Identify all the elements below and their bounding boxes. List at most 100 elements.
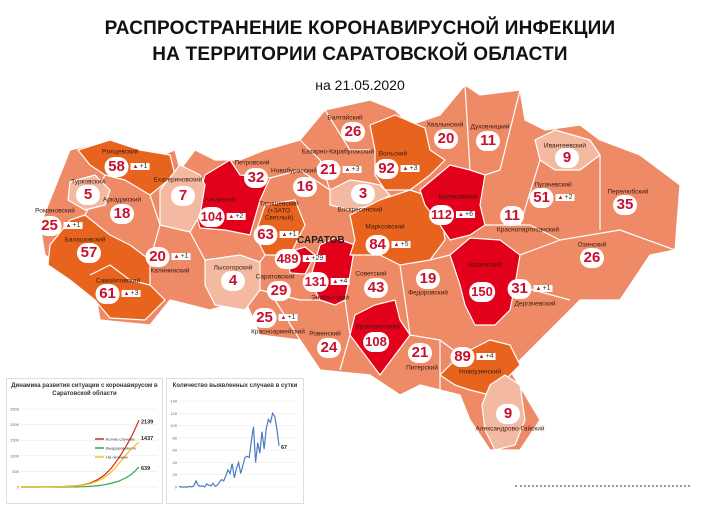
- region-marker: 131+4: [302, 272, 350, 292]
- case-count: 20: [145, 247, 170, 267]
- case-count: 51: [529, 188, 554, 208]
- chart-daily-title: Количество выявленных случаев в сутки: [172, 383, 298, 389]
- chart-dynamics-title: Динамика развития ситуации с коронавирус…: [11, 383, 158, 397]
- case-count: 11: [500, 206, 524, 226]
- increase-badge: +2: [555, 194, 575, 202]
- region-name: Краснопартизанский: [496, 226, 560, 234]
- case-count: 108: [363, 332, 389, 352]
- case-count: 104: [198, 207, 225, 227]
- end-value-label: 67: [281, 445, 287, 451]
- region-marker: 58+1: [104, 157, 150, 177]
- region-name: Энгельсский: [311, 294, 349, 302]
- increase-badge: +5: [391, 241, 411, 249]
- case-count: 35: [613, 195, 637, 215]
- increase-badge: +1: [171, 253, 191, 261]
- region-marker: 35: [613, 195, 637, 215]
- case-count: 112: [429, 205, 455, 225]
- region-marker: 20: [434, 129, 458, 149]
- region-name: Марксовский: [365, 223, 405, 231]
- region-marker: 489+29: [274, 249, 326, 269]
- increase-badge: +2: [226, 213, 246, 221]
- case-count: 26: [341, 122, 365, 142]
- region-name: Пугачевский: [534, 181, 572, 189]
- case-count: 89: [450, 347, 475, 367]
- case-count: 9: [555, 148, 579, 168]
- legend-label: Кол-во случаев: [106, 437, 135, 442]
- case-count: 29: [267, 281, 291, 301]
- region-marker: 5: [76, 185, 100, 205]
- region-name: Ртищевский: [101, 148, 139, 156]
- region-name: Татищевский (+ЗАТО Светлый): [259, 200, 299, 222]
- case-count: 32: [244, 168, 268, 188]
- case-count: 63: [253, 225, 278, 245]
- region-name: Новобурасский: [271, 167, 317, 175]
- case-count: 150: [469, 282, 495, 302]
- region-name: Федоровский: [408, 289, 448, 297]
- region-marker: 4: [221, 271, 245, 291]
- region-marker: 21+3: [316, 160, 362, 180]
- increase-badge: +29: [302, 255, 326, 263]
- y-tick-label: 140: [170, 399, 177, 404]
- y-tick-label: 60: [173, 448, 178, 453]
- region-name: Хвалынский: [426, 121, 464, 129]
- case-count: 57: [77, 243, 101, 263]
- case-count: 21: [408, 343, 432, 363]
- region-name: Петровский: [234, 159, 270, 167]
- region-marker: 84+5: [365, 235, 411, 255]
- region-name: Озинский: [577, 241, 607, 249]
- increase-badge: +6: [456, 211, 475, 219]
- series-line: [178, 411, 280, 488]
- increase-badge: +1: [279, 231, 299, 239]
- region-name: Самойловский: [95, 277, 141, 285]
- chart-dynamics-plot: 0 500 1000 1500 2000 2500 2139 Кол-во случаев 63…: [10, 407, 157, 490]
- region-name: Духовницкий: [470, 123, 510, 131]
- case-count: 21: [316, 160, 341, 180]
- chart-dynamics: Динамика развития ситуации с коронавирус…: [6, 378, 163, 504]
- region-marker: 24: [317, 338, 341, 358]
- increase-badge: +4: [476, 353, 496, 361]
- case-count: 24: [317, 338, 341, 358]
- region-name: Ивантеевский: [543, 142, 587, 150]
- region-marker: 108: [363, 332, 389, 352]
- region-name: Питерский: [406, 364, 438, 372]
- increase-badge: +3: [342, 166, 362, 174]
- region-name: Новоузенский: [459, 368, 501, 376]
- region-name: Ершовский: [468, 261, 502, 269]
- increase-badge: +1: [533, 285, 553, 293]
- region-marker: 61+3: [95, 284, 141, 304]
- y-tick-label: 2000: [10, 422, 20, 427]
- region-name: Романовский: [35, 207, 75, 215]
- chart-daily-plot: 0 20 40 60 80 100 120 140 67: [170, 399, 297, 490]
- case-count: 18: [110, 204, 134, 224]
- region-name: Балтайский: [327, 114, 363, 122]
- case-count: 31: [507, 279, 532, 299]
- region-marker: 11: [476, 131, 500, 151]
- region-name: Балашовский: [64, 236, 106, 244]
- case-count: 7: [171, 186, 195, 206]
- increase-badge: +3: [121, 290, 141, 298]
- region-marker: 25+1: [252, 308, 298, 328]
- y-tick-label: 20: [173, 472, 178, 477]
- page-title-line2: НА ТЕРРИТОРИИ САРАТОВСКОЙ ОБЛАСТИ: [152, 44, 568, 65]
- end-value-label: 2139: [141, 419, 153, 425]
- case-count: 9: [496, 404, 520, 424]
- y-tick-label: 0: [17, 485, 20, 490]
- region-name: Вольский: [378, 150, 408, 158]
- region-name: Александрово-Гайский: [475, 425, 545, 433]
- region-name: Балаковский: [438, 193, 478, 201]
- case-count: 61: [95, 284, 120, 304]
- region-marker: 29: [267, 281, 291, 301]
- region-marker: 26: [341, 122, 365, 142]
- region-marker: 26: [580, 248, 604, 268]
- case-count: 16: [293, 177, 317, 197]
- region-name: Перелюбский: [607, 188, 649, 196]
- region-marker: 104+2: [198, 207, 246, 227]
- region-name: Красноармейский: [251, 328, 305, 336]
- region-marker: 63+1: [253, 225, 299, 245]
- region-shape-ershovsky: [449, 237, 521, 326]
- case-count: 11: [476, 131, 500, 151]
- end-value-label: 1437: [141, 436, 153, 442]
- region-marker: 92+3: [374, 159, 420, 179]
- increase-badge: +4: [330, 278, 350, 286]
- region-name: Краснокутский: [356, 323, 400, 331]
